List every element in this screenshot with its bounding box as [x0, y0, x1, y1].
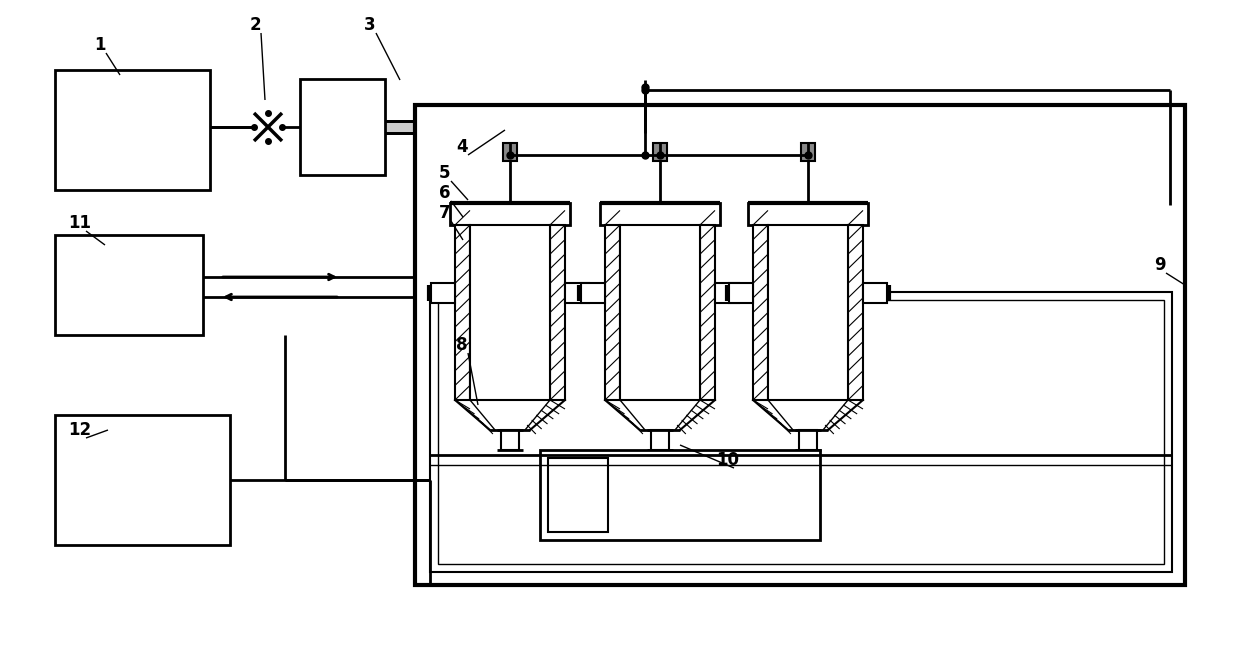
Bar	[753, 225, 768, 400]
Text: 7: 7	[439, 204, 451, 222]
Text: 1: 1	[94, 36, 105, 54]
Bar	[540, 450, 820, 540]
Bar	[501, 430, 519, 450]
Bar	[430, 292, 1172, 572]
Text: 8: 8	[456, 336, 468, 354]
Text: 9: 9	[1155, 256, 1166, 274]
Bar	[748, 203, 869, 225]
Bar	[470, 225, 550, 400]
Bar	[55, 235, 203, 335]
Bar	[864, 283, 887, 303]
Bar	[605, 225, 620, 400]
Bar	[550, 225, 565, 400]
Bar	[450, 203, 570, 225]
Bar	[653, 143, 667, 161]
Bar	[729, 283, 753, 303]
Bar	[431, 283, 455, 303]
Bar	[800, 143, 815, 161]
Text: 12: 12	[68, 421, 92, 439]
Bar	[415, 105, 1184, 585]
Text: 11: 11	[68, 214, 92, 232]
Bar	[650, 430, 669, 450]
Bar	[768, 225, 847, 400]
Bar	[715, 283, 738, 303]
Bar	[503, 143, 517, 161]
Bar	[455, 225, 470, 400]
Bar	[565, 283, 589, 303]
Text: 10: 10	[716, 451, 740, 469]
Text: 2: 2	[249, 16, 261, 34]
Bar	[581, 283, 605, 303]
Text: 4: 4	[456, 138, 468, 156]
Bar	[55, 70, 209, 190]
Text: 5: 5	[440, 164, 451, 182]
Bar	[700, 225, 715, 400]
Bar	[847, 225, 864, 400]
Bar	[439, 300, 1163, 564]
Bar	[55, 415, 230, 545]
Polygon shape	[385, 121, 646, 133]
Bar	[799, 430, 817, 450]
Text: 3: 3	[364, 16, 375, 34]
Bar	[548, 458, 608, 532]
Text: 6: 6	[440, 184, 451, 202]
Bar	[300, 79, 385, 175]
Bar	[600, 203, 720, 225]
Bar	[620, 225, 700, 400]
